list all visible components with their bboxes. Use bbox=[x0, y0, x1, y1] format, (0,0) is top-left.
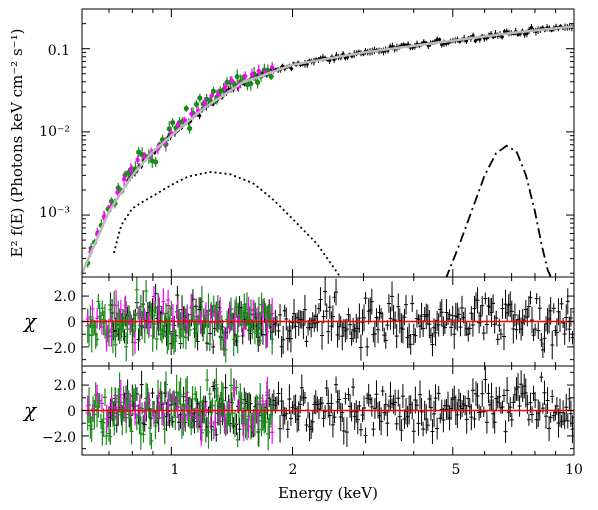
residual-1-marks bbox=[82, 277, 574, 363]
residual-1-tick-label-pos: 2.0 bbox=[54, 289, 76, 305]
residual-1-tick-label-zero: 0 bbox=[67, 315, 76, 331]
x-tick-label-10: 10 bbox=[565, 462, 583, 478]
green-spectrum-point bbox=[234, 73, 240, 80]
magenta-spectrum-point bbox=[175, 122, 181, 127]
green-spectrum-point bbox=[166, 126, 172, 132]
spectrum-marks bbox=[82, 23, 574, 277]
x-tick-label-1: 1 bbox=[171, 462, 180, 478]
green-spectrum-point bbox=[125, 170, 132, 176]
residual-2-tick-label-pos: 2.0 bbox=[54, 378, 76, 394]
magenta-spectrum-point bbox=[121, 176, 127, 182]
spectrum-ticks bbox=[81, 9, 575, 277]
y-tick-label-0.1: 0.1 bbox=[48, 43, 70, 59]
residual-2-marks bbox=[82, 366, 574, 451]
green-spectrum-point bbox=[197, 95, 203, 101]
spectrum-frame bbox=[81, 8, 575, 278]
y-tick-label-1e-2: 10⁻² bbox=[39, 124, 70, 140]
magenta-spectrum-point bbox=[209, 93, 214, 99]
green-spectrum-point bbox=[268, 73, 274, 80]
y-tick-label-1e-3: 10⁻³ bbox=[39, 205, 70, 221]
dash-dot-component-curve bbox=[445, 144, 552, 277]
magenta-spectrum-point bbox=[249, 72, 255, 77]
magenta-spectrum-point bbox=[216, 92, 221, 97]
magenta-spectrum-point bbox=[128, 166, 134, 171]
green-spectrum-point bbox=[183, 105, 189, 112]
black-spectrum-point bbox=[437, 37, 442, 42]
magenta-spectrum-point bbox=[189, 111, 194, 117]
residual-1-ticks bbox=[81, 277, 575, 366]
magenta-spectrum-point bbox=[256, 68, 261, 74]
residual-2-chi-label: χ bbox=[22, 398, 38, 422]
black-spectrum-point bbox=[500, 35, 504, 39]
magenta-spectrum-point bbox=[243, 73, 248, 79]
green-spectrum-point bbox=[170, 120, 176, 126]
residual-1-tick-label-neg: −2.0 bbox=[42, 341, 76, 357]
green-spectrum-point bbox=[248, 81, 254, 87]
green-spectrum-point bbox=[254, 79, 261, 85]
black-spectrum-point bbox=[471, 34, 475, 38]
black-spectrum-point bbox=[289, 67, 294, 71]
magenta-spectrum-point bbox=[142, 154, 147, 160]
residual-2-ticks bbox=[81, 366, 575, 455]
magenta-spectrum-point bbox=[202, 101, 208, 106]
residual-2-tick-label-neg: −2.0 bbox=[42, 430, 76, 446]
residual-2-tick-label-zero: 0 bbox=[67, 404, 76, 420]
spectrum-panel: 10⁻³ 10⁻² 0.1 E² f(E) (Photons keV cm⁻² … bbox=[8, 8, 575, 278]
x-tick-label-2: 2 bbox=[289, 462, 298, 478]
x-axis-label: Energy (keV) bbox=[278, 484, 378, 502]
black-spectrum-point bbox=[473, 39, 477, 43]
green-spectrum-point bbox=[153, 159, 159, 165]
magenta-spectrum-point bbox=[182, 118, 187, 123]
black-spectrum-point bbox=[198, 114, 202, 118]
magenta-spectrum-point bbox=[135, 157, 140, 163]
green-spectrum-point bbox=[187, 125, 193, 132]
green-spectrum-point bbox=[193, 101, 200, 107]
magenta-spectrum-point bbox=[222, 85, 228, 90]
dotted-component-curve bbox=[113, 171, 342, 277]
residual-panel-2: 2.0 0 −2.0 χ bbox=[22, 365, 575, 456]
x-tick-label-5: 5 bbox=[452, 462, 461, 478]
magenta-spectrum-point bbox=[115, 190, 120, 195]
residual-panel-1: 2.0 0 −2.0 χ bbox=[22, 276, 575, 367]
black-spectrum-point bbox=[529, 25, 534, 30]
residual-1-chi-label: χ bbox=[22, 309, 38, 333]
y-axis-label: E² f(E) (Photons keV cm⁻² s⁻¹) bbox=[8, 29, 26, 258]
black-spectrum-point bbox=[525, 31, 529, 36]
green-spectrum-point bbox=[210, 88, 217, 94]
magenta-spectrum-point bbox=[269, 65, 275, 70]
black-spectrum-point bbox=[435, 37, 439, 42]
magenta-spectrum-point bbox=[229, 78, 235, 83]
total-model-curve bbox=[82, 25, 574, 274]
